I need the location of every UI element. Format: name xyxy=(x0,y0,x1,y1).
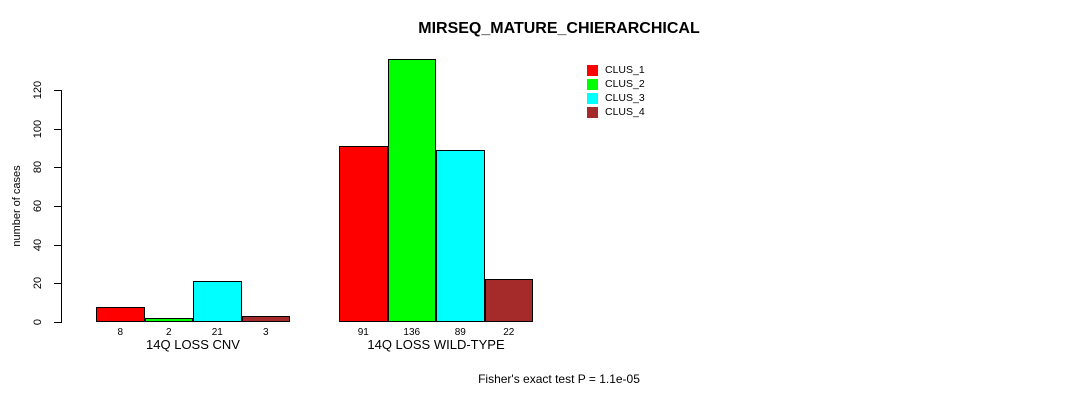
y-axis-tick xyxy=(54,90,61,91)
bar-clus_3 xyxy=(193,281,242,322)
y-axis-line xyxy=(61,90,62,323)
legend-row: CLUS_4 xyxy=(587,107,645,118)
bar-value-label: 8 xyxy=(117,327,124,338)
legend-row: CLUS_3 xyxy=(587,93,645,104)
legend-label: CLUS_3 xyxy=(605,92,645,104)
y-axis-tick xyxy=(54,322,61,323)
bar-value-label: 2 xyxy=(165,327,172,338)
bar-value-label: 3 xyxy=(262,327,269,338)
bar-clus_4 xyxy=(484,279,533,322)
legend-label: CLUS_1 xyxy=(605,64,645,76)
chart-title: MIRSEQ_MATURE_CHIERARCHICAL xyxy=(418,20,700,37)
y-axis-tick xyxy=(54,283,61,285)
bar-clus_2 xyxy=(387,59,436,322)
y-axis-tick xyxy=(54,167,61,169)
y-axis-tick-label: 100 xyxy=(32,119,44,138)
bar-value-label: 89 xyxy=(454,327,466,338)
legend-row: CLUS_2 xyxy=(587,79,645,90)
bar-value-label: 136 xyxy=(403,327,421,338)
legend: CLUS_1 CLUS_2 CLUS_3 CLUS_4 xyxy=(587,65,645,121)
legend-label: CLUS_2 xyxy=(605,78,645,90)
bar-clus_3 xyxy=(436,149,485,322)
y-axis-label: number of cases xyxy=(11,165,23,247)
y-axis-tick-label: 60 xyxy=(32,199,44,213)
y-axis-tick-label: 0 xyxy=(32,318,44,326)
fisher-test-annotation: Fisher's exact test P = 1.1e-05 xyxy=(478,372,640,386)
y-axis-tick xyxy=(54,206,61,207)
y-axis-tick-label: 20 xyxy=(32,277,44,290)
legend-swatch-clus_3 xyxy=(587,93,598,104)
bar-clus_2 xyxy=(144,318,193,322)
bar-value-label: 91 xyxy=(357,327,369,338)
bar-clus_4 xyxy=(241,316,290,322)
y-axis-tick xyxy=(54,244,61,246)
group-label: 14Q LOSS CNV xyxy=(146,337,240,352)
bar-clus_1 xyxy=(339,146,388,322)
y-axis-tick-label: 80 xyxy=(32,161,44,174)
bar-value-label: 22 xyxy=(503,327,515,338)
y-axis-tick-label: 40 xyxy=(32,238,44,251)
legend-swatch-clus_1 xyxy=(587,65,598,76)
legend-row: CLUS_1 xyxy=(587,65,645,76)
y-axis-tick-label: 120 xyxy=(32,80,44,100)
bar-clus_1 xyxy=(96,306,145,322)
legend-swatch-clus_2 xyxy=(587,79,598,90)
y-axis-tick xyxy=(54,128,61,130)
group-label: 14Q LOSS WILD-TYPE xyxy=(367,337,505,352)
legend-swatch-clus_4 xyxy=(587,107,598,118)
bar-value-label: 21 xyxy=(211,327,223,338)
legend-label: CLUS_4 xyxy=(605,106,645,118)
